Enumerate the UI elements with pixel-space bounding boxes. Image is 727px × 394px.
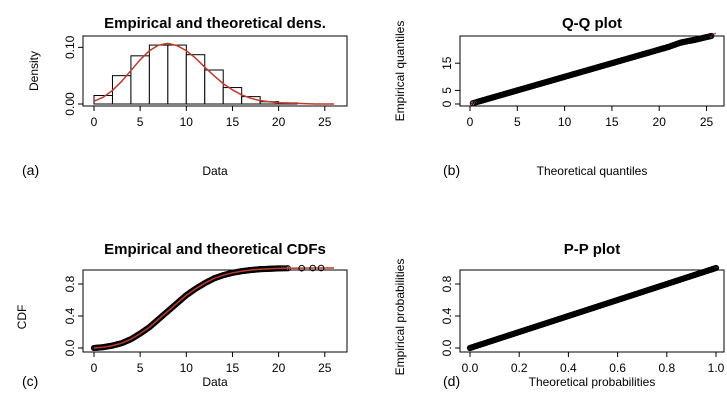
y-tick-label: 0 xyxy=(440,100,454,107)
histogram-bar xyxy=(167,44,187,105)
x-axis-label: Theoretical probabilities xyxy=(529,375,656,389)
x-axis-label: Data xyxy=(202,375,228,389)
y-tick-label: 0.4 xyxy=(440,307,454,324)
y-axis-label: Empirical quantiles xyxy=(393,21,407,122)
x-axis-label: Data xyxy=(202,164,228,178)
x-tick-label: 5 xyxy=(137,361,144,375)
chart-title: Q-Q plot xyxy=(562,15,622,32)
chart-title: Empirical and theoretical CDFs xyxy=(104,241,326,258)
histogram-bar xyxy=(185,54,206,105)
panel-label: (a) xyxy=(22,162,39,178)
y-tick-label: 0.8 xyxy=(440,275,454,292)
x-tick-label: 25 xyxy=(700,115,714,129)
x-tick-label: 15 xyxy=(226,115,240,129)
y-tick-label: 0.0 xyxy=(440,339,454,356)
x-tick-label: 0.4 xyxy=(560,361,577,375)
x-tick-label: 20 xyxy=(272,115,286,129)
x-tick-label: 0.6 xyxy=(609,361,626,375)
qq-point xyxy=(712,264,720,272)
density-curve xyxy=(93,42,334,105)
x-tick-label: 10 xyxy=(558,115,572,129)
ecdf-outlier-point xyxy=(309,264,317,272)
chart-title: P-P plot xyxy=(564,241,620,258)
plot-frame xyxy=(82,269,348,353)
panel-label: (d) xyxy=(443,373,460,389)
y-axis-label: Density xyxy=(27,51,41,91)
x-tick-label: 0.2 xyxy=(511,361,528,375)
x-tick-label: 20 xyxy=(653,115,667,129)
x-tick-label: 5 xyxy=(514,115,521,129)
x-tick-label: 5 xyxy=(137,115,144,129)
ecdf-outlier-point xyxy=(317,264,325,272)
histogram-bar xyxy=(148,44,169,105)
plot-frame xyxy=(459,35,725,107)
x-tick-label: 15 xyxy=(605,115,619,129)
x-tick-label: 0 xyxy=(91,361,98,375)
y-tick-label: 15 xyxy=(440,56,454,70)
y-tick-label: 5 xyxy=(440,87,454,94)
chart-title: Empirical and theoretical dens. xyxy=(104,15,326,32)
panel-label: (b) xyxy=(443,162,460,178)
ecdf-outlier-point xyxy=(298,264,305,272)
plot-frame xyxy=(82,35,348,107)
x-tick-label: 1.0 xyxy=(708,361,725,375)
x-tick-label: 10 xyxy=(180,361,194,375)
x-tick-label: 15 xyxy=(226,361,240,375)
panel-label: (c) xyxy=(22,373,38,389)
x-tick-label: 0.8 xyxy=(658,361,675,375)
x-tick-label: 0 xyxy=(467,115,474,129)
histogram-bar xyxy=(204,69,224,105)
x-axis-label: Theoretical quantiles xyxy=(537,164,648,178)
qq-point xyxy=(708,32,715,40)
x-tick-label: 25 xyxy=(318,361,332,375)
y-tick-label: 0.8 xyxy=(63,275,77,292)
x-tick-label: 0.0 xyxy=(462,361,479,375)
histogram-bar xyxy=(130,55,150,105)
histogram-bar xyxy=(111,75,132,105)
y-tick-label: 0.10 xyxy=(63,35,77,59)
x-tick-label: 25 xyxy=(318,115,332,129)
y-tick-label: 0.00 xyxy=(63,92,77,116)
y-tick-label: 0.0 xyxy=(63,339,77,356)
x-tick-label: 20 xyxy=(272,361,286,375)
plot-frame xyxy=(459,269,725,353)
x-tick-label: 0 xyxy=(91,115,98,129)
y-tick-label: 0.4 xyxy=(63,307,77,324)
y-axis-label: CDF xyxy=(15,305,29,330)
cdf-curve xyxy=(93,267,334,349)
y-axis-label: Empirical probabilities xyxy=(393,259,407,376)
x-tick-label: 10 xyxy=(180,115,194,129)
